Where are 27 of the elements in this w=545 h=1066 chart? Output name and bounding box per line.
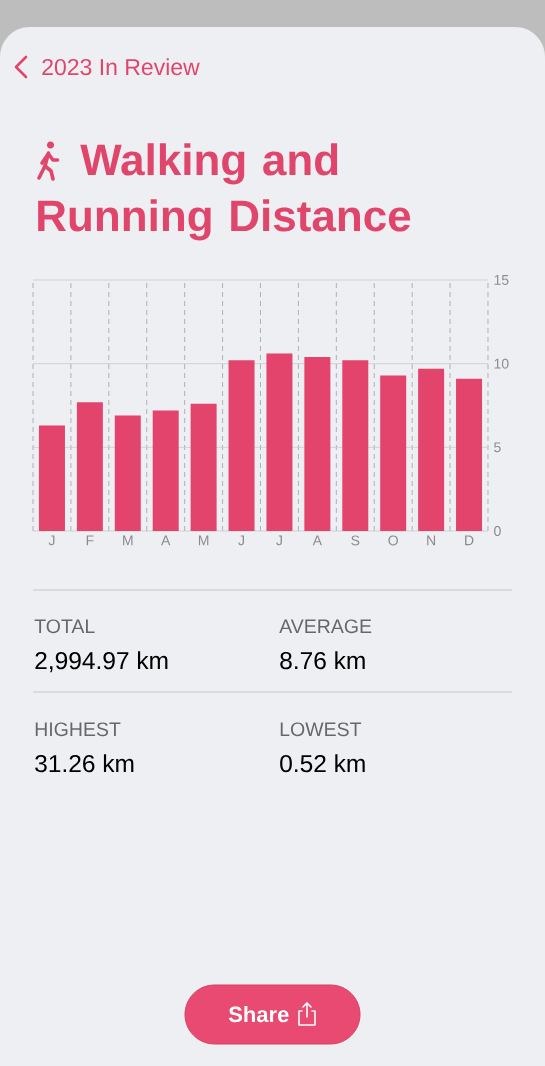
y-tick-label: 15 bbox=[494, 275, 509, 285]
x-tick-label: A bbox=[161, 535, 171, 546]
y-tick-label: 0 bbox=[494, 526, 501, 536]
text: AVERAGE bbox=[279, 619, 372, 634]
text: 2023 In Review bbox=[42, 58, 200, 76]
text: Share bbox=[228, 1006, 289, 1023]
text: 2,994.97 km bbox=[35, 651, 168, 673]
text: 8.76 km bbox=[280, 651, 365, 670]
chart-title: Walking and Running Distance bbox=[38, 143, 411, 241]
x-tick-label: D bbox=[465, 535, 474, 546]
y-tick-label: 5 bbox=[494, 442, 501, 453]
text: HIGHEST bbox=[35, 722, 121, 737]
x-tick-label: N bbox=[427, 535, 436, 546]
x-tick-label: M bbox=[198, 535, 209, 546]
y-tick-label: 10 bbox=[494, 358, 509, 369]
x-tick-label: O bbox=[388, 535, 398, 546]
x-tick-label: J bbox=[238, 535, 244, 546]
x-tick-label: F bbox=[86, 535, 94, 546]
x-tick-label: S bbox=[351, 535, 360, 546]
x-tick-label: M bbox=[123, 535, 133, 546]
x-tick-label: J bbox=[276, 535, 282, 546]
text: 31.26 km bbox=[35, 754, 134, 773]
text: TOTAL bbox=[34, 619, 95, 634]
text: LOWEST bbox=[280, 722, 362, 737]
x-tick-label: A bbox=[312, 535, 323, 546]
text: 0.52 km bbox=[280, 754, 365, 773]
x-tick-label: J bbox=[48, 535, 55, 546]
